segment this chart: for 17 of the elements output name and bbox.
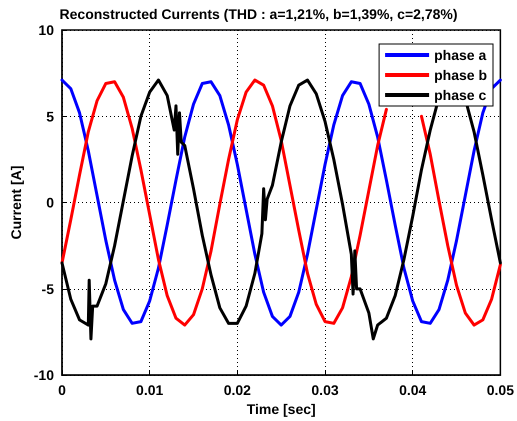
x-tick-label: 0.03 [311,382,339,398]
legend-label: phase c [434,87,486,103]
legend-label: phase a [434,47,486,63]
x-tick-label: 0.05 [486,382,514,398]
legend-label: phase b [434,67,488,83]
y-tick-label: 0 [46,194,54,211]
x-tick-label: 0.04 [399,382,427,398]
x-tick-label: 0 [58,382,66,398]
chart-title: Reconstructed Currents (THD : a=1,21%, b=1,39%, c=2,78%) [60,6,458,22]
y-tick-label: 5 [46,108,54,124]
y-axis-title: Current [A] [8,166,24,240]
x-tick-label: 0.01 [136,382,164,398]
y-tick-label: 10 [38,22,54,38]
y-tick-label: -10 [34,367,54,384]
x-tick-label: 0.02 [224,382,252,398]
y-tick-label: -5 [42,280,54,297]
x-axis-title: Time [sec] [246,401,316,417]
